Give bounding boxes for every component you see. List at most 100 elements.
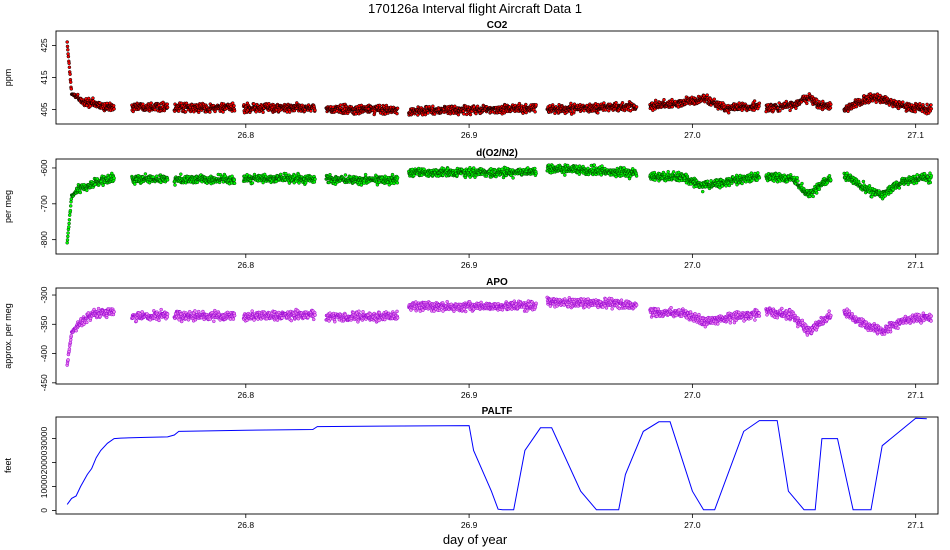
- data-point: [814, 98, 819, 102]
- data-point: [69, 87, 74, 91]
- data-point: [230, 101, 235, 105]
- data-point: [395, 181, 400, 185]
- data-segment-o2n2-0: [65, 171, 116, 245]
- data-point: [929, 106, 934, 111]
- data-point: [929, 173, 934, 178]
- data-point: [67, 221, 71, 226]
- data-point: [66, 234, 70, 239]
- data-point: [614, 100, 618, 105]
- data-point: [757, 101, 762, 105]
- data-segment-co2-9: [842, 92, 934, 116]
- data-point: [85, 188, 89, 193]
- data-point: [533, 166, 537, 171]
- data-point: [313, 108, 317, 113]
- data-point: [112, 107, 116, 111]
- data-point: [740, 181, 744, 186]
- data-point: [91, 96, 95, 100]
- data-point: [68, 338, 73, 342]
- data-point: [416, 113, 420, 117]
- y-tick-label-apo-0: -300: [39, 286, 49, 303]
- data-segment-co2-6: [545, 100, 639, 116]
- data-point: [705, 179, 710, 184]
- y-tick-label-apo-1: -350: [39, 316, 49, 333]
- data-point: [800, 181, 804, 186]
- data-point: [756, 171, 760, 175]
- data-point: [805, 101, 809, 106]
- data-point: [67, 218, 72, 222]
- data-point: [596, 111, 600, 115]
- data-point: [446, 166, 450, 171]
- data-point: [68, 208, 73, 213]
- data-point: [66, 48, 70, 52]
- data-point: [592, 163, 597, 167]
- data-point: [65, 241, 69, 245]
- data-point: [173, 183, 177, 187]
- data-co2: [65, 40, 934, 117]
- data-point: [814, 191, 819, 195]
- x-tick-label-o2n2-3: 27.1: [907, 260, 924, 270]
- data-point: [183, 110, 188, 114]
- y-tick-label-o2n2-1: -700: [39, 195, 49, 212]
- data-point: [179, 172, 183, 176]
- data-point: [784, 99, 789, 104]
- y-axis-label-o2n2: per meg: [3, 190, 13, 223]
- data-point: [602, 101, 606, 105]
- data-point: [67, 65, 72, 70]
- data-point: [894, 99, 898, 104]
- data-point: [827, 174, 832, 178]
- data-point: [98, 314, 102, 319]
- data-point: [620, 101, 625, 105]
- data-point: [165, 102, 170, 106]
- data-point: [829, 178, 833, 182]
- data-point: [69, 333, 74, 338]
- data-point: [572, 102, 577, 106]
- data-point: [915, 173, 919, 177]
- data-point: [474, 111, 478, 116]
- data-point: [65, 238, 70, 242]
- data-point: [377, 103, 382, 108]
- data-segment-co2-7: [648, 93, 762, 115]
- data-point: [153, 107, 157, 112]
- data-point: [96, 306, 101, 311]
- data-point: [628, 109, 633, 113]
- data-point: [68, 72, 72, 76]
- data-point: [395, 106, 400, 111]
- data-point: [68, 204, 73, 208]
- y-axis-label-co2: ppm: [3, 69, 13, 87]
- x-tick-label-o2n2-2: 27.0: [684, 260, 701, 270]
- data-point: [778, 108, 782, 113]
- data-point: [563, 173, 567, 177]
- data-point: [854, 104, 859, 109]
- data-point: [88, 104, 93, 108]
- y-tick-label-co2-2: 425: [39, 38, 49, 52]
- data-point: [817, 187, 822, 192]
- data-point: [395, 111, 399, 116]
- data-point: [68, 80, 73, 84]
- data-point: [788, 108, 792, 113]
- data-point: [757, 104, 761, 109]
- data-point: [250, 181, 255, 185]
- data-point: [232, 178, 237, 182]
- data-segment-co2-2: [172, 101, 237, 115]
- data-point: [85, 320, 89, 325]
- data-point: [66, 358, 70, 362]
- data-point: [928, 180, 933, 185]
- data-point: [569, 101, 573, 106]
- data-point: [165, 105, 170, 110]
- x-tick-label-co2-1: 26.9: [461, 130, 478, 140]
- data-segment-o2n2-2: [172, 172, 237, 187]
- data-point: [534, 103, 538, 107]
- data-point: [913, 110, 918, 114]
- data-point: [184, 101, 189, 106]
- data-point: [453, 104, 457, 109]
- data-point: [149, 101, 153, 105]
- data-point: [901, 100, 905, 104]
- data-point: [861, 179, 866, 184]
- data-point: [66, 231, 70, 235]
- y-tick-label-co2-0: 405: [39, 102, 49, 116]
- data-point: [811, 194, 815, 199]
- data-point: [154, 174, 159, 178]
- data-segment-co2-5: [407, 101, 538, 117]
- data-point: [757, 176, 762, 180]
- data-point: [929, 103, 933, 107]
